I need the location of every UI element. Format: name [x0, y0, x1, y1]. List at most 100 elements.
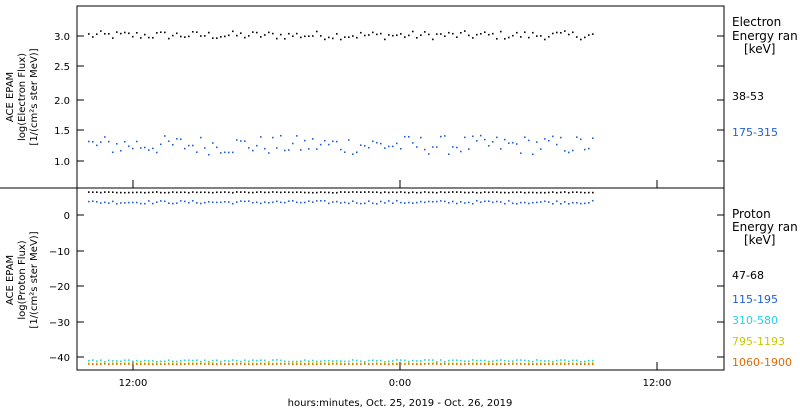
proton-point-47-68 — [296, 191, 298, 193]
proton-point-1060-1900 — [352, 363, 354, 365]
proton-point-310-580 — [336, 360, 338, 362]
proton-point-1060-1900 — [500, 363, 502, 365]
proton-point-47-68 — [380, 191, 382, 194]
proton-point-310-580 — [204, 359, 206, 362]
proton-point-1060-1900 — [136, 363, 138, 365]
proton-point-310-580 — [228, 360, 230, 362]
proton-point-1060-1900 — [184, 363, 186, 365]
proton-point-1060-1900 — [564, 363, 566, 365]
proton-point-310-580 — [320, 360, 322, 363]
proton-point-310-580 — [364, 360, 366, 363]
proton-point-115-195 — [340, 202, 342, 204]
proton-point-47-68 — [152, 191, 154, 194]
electron-point-38-53 — [568, 33, 570, 36]
proton-point-310-580 — [528, 360, 530, 362]
electron-point-175-315 — [312, 138, 314, 140]
proton-point-47-68 — [436, 191, 438, 194]
proton-point-310-580 — [380, 359, 382, 362]
electron-point-175-315 — [344, 151, 346, 153]
proton-point-115-195 — [176, 202, 178, 204]
electron-point-175-315 — [144, 146, 146, 149]
proton-point-47-68 — [116, 191, 118, 194]
proton-point-115-195 — [284, 201, 286, 204]
electron-point-175-315 — [184, 147, 186, 150]
proton-point-47-68 — [204, 191, 206, 194]
proton-point-310-580 — [184, 359, 186, 362]
electron-point-38-53 — [288, 32, 290, 35]
electron-point-38-53 — [152, 37, 154, 39]
electron-point-175-315 — [544, 138, 546, 140]
proton-point-47-68 — [524, 191, 526, 194]
proton-point-115-195 — [180, 200, 182, 202]
proton-point-310-580 — [332, 360, 334, 362]
proton-point-47-68 — [536, 191, 538, 194]
proton-point-47-68 — [160, 191, 162, 194]
proton-point-115-195 — [424, 201, 426, 204]
proton-point-310-580 — [276, 359, 278, 361]
proton-legend-795-1193: 795-1193 — [732, 335, 785, 348]
proton-point-310-580 — [292, 360, 294, 363]
proton-point-115-195 — [328, 202, 330, 205]
proton-point-310-580 — [168, 359, 170, 361]
electron-point-38-53 — [256, 31, 258, 34]
proton-point-310-580 — [268, 361, 270, 363]
electron-point-38-53 — [436, 33, 438, 35]
electron-point-175-315 — [528, 139, 530, 142]
electron-ytick-label: 2.0 — [54, 96, 70, 107]
proton-point-115-195 — [416, 201, 418, 204]
proton-point-310-580 — [252, 359, 254, 361]
electron-point-175-315 — [96, 144, 98, 147]
proton-point-47-68 — [176, 191, 178, 194]
electron-point-38-53 — [392, 34, 394, 37]
proton-point-115-195 — [352, 200, 354, 202]
proton-point-47-68 — [544, 191, 546, 194]
electron-point-175-315 — [128, 145, 130, 147]
proton-point-47-68 — [468, 191, 470, 194]
electron-point-175-315 — [216, 146, 218, 149]
proton-point-1060-1900 — [196, 363, 198, 365]
proton-point-795-1193 — [152, 362, 154, 365]
electron-point-38-53 — [388, 34, 390, 36]
electron-yticks: 3.0 2.5 2.0 1.5 1.0 — [54, 32, 724, 168]
proton-point-47-68 — [396, 191, 398, 194]
proton-point-795-1193 — [528, 362, 530, 364]
proton-ylabel-line-1: ACE EPAM — [5, 255, 16, 305]
proton-point-310-580 — [212, 359, 214, 362]
proton-point-1060-1900 — [552, 363, 554, 365]
proton-point-115-195 — [552, 203, 554, 205]
proton-point-310-580 — [192, 359, 194, 362]
proton-point-47-68 — [464, 191, 466, 194]
proton-point-1060-1900 — [568, 363, 570, 365]
proton-point-310-580 — [296, 360, 298, 363]
proton-point-310-580 — [436, 361, 438, 363]
proton-point-47-68 — [440, 191, 442, 193]
electron-point-38-53 — [148, 36, 150, 39]
proton-point-1060-1900 — [408, 363, 410, 365]
electron-point-175-315 — [540, 148, 542, 150]
proton-point-310-580 — [260, 359, 262, 361]
proton-point-47-68 — [144, 191, 146, 194]
proton-point-310-580 — [508, 360, 510, 362]
proton-point-115-195 — [464, 202, 466, 204]
proton-point-795-1193 — [352, 362, 354, 365]
electron-point-38-53 — [344, 36, 346, 38]
proton-point-115-195 — [432, 200, 434, 203]
proton-point-795-1193 — [328, 362, 330, 364]
proton-ytick-label: −40 — [49, 353, 70, 364]
electron-point-175-315 — [88, 140, 90, 143]
proton-point-795-1193 — [268, 362, 270, 364]
proton-point-47-68 — [136, 191, 138, 194]
electron-point-38-53 — [480, 33, 482, 35]
proton-point-1060-1900 — [188, 363, 190, 365]
electron-point-175-315 — [484, 138, 486, 141]
electron-legend-subtitle: Energy ran — [732, 29, 798, 43]
proton-point-310-580 — [360, 360, 362, 362]
proton-point-47-68 — [276, 191, 278, 193]
electron-point-175-315 — [156, 151, 158, 154]
proton-point-1060-1900 — [288, 363, 290, 365]
proton-ylabel-line-3: [1/(cm²s ster MeV)] — [29, 231, 40, 328]
proton-point-47-68 — [384, 191, 386, 193]
proton-point-115-195 — [520, 201, 522, 204]
electron-point-38-53 — [260, 36, 262, 38]
proton-point-115-195 — [276, 200, 278, 203]
